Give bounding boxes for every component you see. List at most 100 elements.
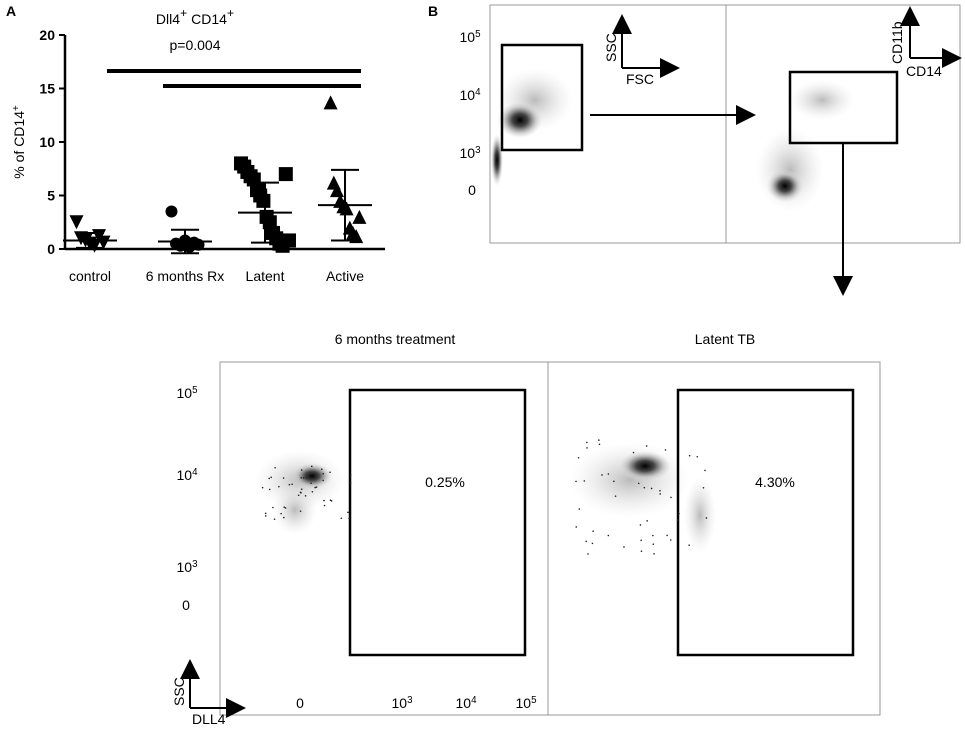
event-dot [322,472,324,475]
event-dot [264,512,267,515]
chart-subtitle: p=0.004 [170,37,221,53]
panel-label: B [428,3,438,19]
event-dot [304,495,307,497]
data-point [323,95,338,110]
event-dot [650,487,653,490]
event-dot [587,553,589,555]
event-dot [575,526,578,528]
y-tick-label-sup: 3 [192,559,197,570]
x-tick-label: 0 [296,695,304,711]
axis-icon [621,18,676,68]
event-dot [598,443,601,446]
event-dot [583,480,586,482]
event-dot [261,486,264,489]
data-point [282,233,296,248]
x-tick-label: 104 [455,695,477,712]
event-dot [310,465,313,468]
event-dot [585,540,587,543]
y-tick-label-sup: 3 [475,145,480,156]
event-dot [688,544,690,546]
x-tick-label: 103 [391,695,412,712]
x-tick-label-sup: 4 [471,695,477,706]
panel-title: Latent TB [695,331,755,347]
event-dot [291,483,293,486]
event-dot [586,441,588,444]
axis-label: SSC [171,677,187,706]
event-dot [349,482,352,484]
event-dot [705,517,708,519]
panel-title: 6 months treatment [335,331,456,347]
event-dot [299,491,302,494]
event-dot [704,469,706,472]
event-dot [305,477,308,479]
event-dot [288,483,291,486]
event-dot [669,539,672,541]
event-dot [300,469,303,471]
y-tick-label: 103 [459,145,480,162]
axis-label: DLL4 [192,711,226,727]
event-dot [659,493,661,495]
gate-percent: 0.25% [425,474,465,490]
event-dot [696,455,699,458]
event-dot [314,486,316,489]
event-dot [607,534,610,537]
density [570,442,690,518]
event-dot [640,539,642,542]
density [790,80,854,120]
chart-title-sup: + [227,6,234,20]
event-dot [329,471,331,474]
y-tick-label-part: 10 [459,87,475,103]
y-tick-label: 104 [459,87,481,104]
event-dot [598,439,600,441]
data-point [352,209,367,224]
event-dot [297,494,300,497]
event-dot [577,456,580,459]
event-dot [284,507,287,509]
event-dot [347,511,349,514]
y-tick-label: 103 [176,559,197,576]
event-dot [575,480,577,483]
event-dot [270,476,272,479]
event-dot [272,506,274,509]
event-dot [645,445,648,447]
event-dot [310,482,312,484]
x-tick-label-part: 10 [391,695,407,711]
y-tick-label-part: 10 [176,385,192,401]
density [684,477,716,553]
event-dot [632,451,635,454]
chart-title-part: Dll4 [156,11,180,27]
event-dot [659,489,661,492]
event-dot [670,496,672,499]
y-tick-label-sup: 4 [192,467,198,478]
event-dot [322,479,324,482]
axis-label: CD14 [906,63,942,79]
y-tick-label-part: 10 [459,29,475,45]
event-dot [666,534,668,537]
data-point [96,235,111,250]
panel-label: A [6,3,16,19]
event-dot [323,504,326,507]
y-tick-label-part: 10 [176,559,192,575]
event-dot [652,543,655,545]
y-tick-label: 20 [39,27,55,43]
x-tick-label: Latent [246,268,285,284]
y-axis-label: % of CD14+ [11,105,28,179]
event-dot [299,510,302,512]
y-tick-label-part: 0 [182,597,190,613]
x-tick-label-sup: 5 [531,695,537,706]
event-dot [273,518,276,521]
x-tick-label-part: 10 [515,695,531,711]
data-point [330,183,344,198]
event-dot [264,515,267,517]
event-dot [607,473,610,475]
event-dot [664,449,667,451]
x-tick-label-part: 0 [296,695,304,711]
x-tick-label: 105 [515,695,537,712]
gate [348,388,527,657]
event-dot [676,519,679,522]
y-axis-label-part: % of CD14 [11,111,27,179]
y-tick-label-part: 0 [468,182,476,198]
data-point [339,201,354,216]
y-axis-label-sup: + [11,105,22,111]
